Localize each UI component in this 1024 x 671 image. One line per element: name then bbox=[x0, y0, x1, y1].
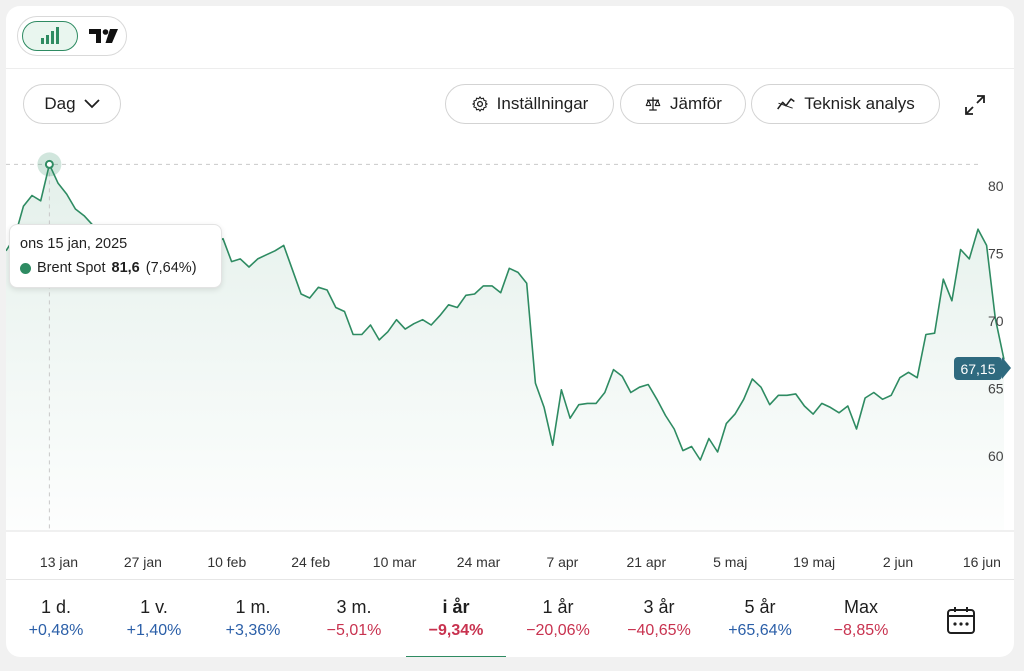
period-1-d-[interactable]: 1 d. +0,48% bbox=[8, 580, 104, 657]
period-label: 1 v. bbox=[140, 597, 168, 617]
interval-label: Dag bbox=[44, 94, 76, 113]
calendar-button[interactable] bbox=[946, 605, 976, 640]
x-tick-label: 24 mar bbox=[457, 554, 501, 570]
period-1-r[interactable]: 1 år −20,06% bbox=[510, 580, 606, 657]
period-label: 1 år bbox=[542, 597, 574, 617]
x-tick-label: 21 apr bbox=[626, 554, 666, 570]
hover-point bbox=[44, 159, 54, 169]
settings-label: Inställningar bbox=[496, 94, 589, 113]
y-tick-label: 80 bbox=[988, 178, 1004, 194]
x-tick-label: 10 feb bbox=[207, 554, 246, 570]
period-label: 5 år bbox=[744, 597, 776, 617]
series-color-dot bbox=[20, 262, 31, 274]
compare-label: Jämför bbox=[670, 94, 722, 113]
period-change: +3,36% bbox=[225, 622, 281, 639]
period-1-m-[interactable]: 1 m. +3,36% bbox=[205, 580, 301, 657]
period-change: −8,85% bbox=[833, 622, 889, 639]
period-change: +0,48% bbox=[28, 622, 84, 639]
chart-card: Dag Inställningar Jämför Teknisk analys bbox=[6, 6, 1014, 657]
x-tick-label: 5 maj bbox=[713, 554, 747, 570]
last-price-badge: 67,15 bbox=[954, 357, 1011, 380]
settings-button[interactable]: Inställningar bbox=[445, 84, 614, 124]
period-change: +65,64% bbox=[728, 622, 792, 639]
period-selector: 1 d. +0,48% 1 v. +1,40% 1 m. +3,36% 3 m. −5,01%… bbox=[6, 579, 1014, 657]
period-change: −20,06% bbox=[526, 622, 590, 639]
period-label: i år bbox=[442, 597, 470, 617]
scale-icon bbox=[645, 97, 661, 111]
x-tick-label: 13 jan bbox=[40, 554, 78, 570]
period-i-r[interactable]: i år −9,34% bbox=[406, 580, 506, 657]
period-label: 1 m. bbox=[235, 597, 271, 617]
chevron-down-icon bbox=[83, 99, 100, 109]
period-change: −5,01% bbox=[326, 622, 382, 639]
interval-dropdown[interactable]: Dag bbox=[23, 84, 121, 124]
price-chart[interactable]: 80 75 70 65 60 13 jan 27 jan 10 feb 24 feb 10 mar… bbox=[6, 6, 1014, 579]
x-tick-label: 10 mar bbox=[373, 554, 417, 570]
y-tick-label: 60 bbox=[988, 448, 1004, 464]
x-tick-label: 24 feb bbox=[291, 554, 330, 570]
y-tick-label: 65 bbox=[988, 381, 1004, 397]
chart-type-switch bbox=[17, 16, 127, 56]
line-chart-toggle[interactable] bbox=[22, 21, 78, 51]
tradingview-icon bbox=[89, 29, 118, 43]
period-label: 3 m. bbox=[336, 597, 372, 617]
y-tick-label: 75 bbox=[988, 246, 1004, 262]
period-1-v-[interactable]: 1 v. +1,40% bbox=[106, 580, 202, 657]
tooltip-series-name: Brent Spot bbox=[37, 260, 106, 276]
price-area bbox=[6, 164, 1004, 531]
hover-tooltip: ons 15 jan, 2025 Brent Spot 81,6 (7,64%) bbox=[9, 224, 222, 288]
x-tick-label: 2 jun bbox=[883, 554, 913, 570]
calendar-icon bbox=[947, 607, 975, 634]
period-change: +1,40% bbox=[126, 622, 182, 639]
tooltip-change: (7,64%) bbox=[145, 260, 197, 276]
active-period-underline bbox=[406, 656, 506, 657]
period-3-m-[interactable]: 3 m. −5,01% bbox=[306, 580, 402, 657]
bar-chart-icon bbox=[41, 27, 59, 44]
period-change: −40,65% bbox=[627, 622, 691, 639]
gear-icon bbox=[471, 96, 488, 112]
expand-icon bbox=[965, 95, 985, 115]
period-label: 3 år bbox=[643, 597, 675, 617]
period-max[interactable]: Max −8,85% bbox=[813, 580, 909, 657]
x-tick-label: 27 jan bbox=[124, 554, 162, 570]
chart-source-bar bbox=[6, 6, 1014, 69]
x-tick-label: 7 apr bbox=[546, 554, 578, 570]
technical-analysis-button[interactable]: Teknisk analys bbox=[751, 84, 940, 124]
compare-button[interactable]: Jämför bbox=[620, 84, 746, 124]
period-label: Max bbox=[843, 597, 878, 617]
x-tick-label: 19 maj bbox=[793, 554, 835, 570]
fullscreen-button[interactable] bbox=[964, 94, 986, 121]
trend-line-icon bbox=[777, 98, 796, 110]
tooltip-series-row: Brent Spot 81,6 (7,64%) bbox=[20, 260, 197, 276]
period-label: 1 d. bbox=[40, 597, 72, 617]
period-5-r[interactable]: 5 år +65,64% bbox=[712, 580, 808, 657]
technical-analysis-label: Teknisk analys bbox=[804, 94, 915, 113]
period-3-r[interactable]: 3 år −40,65% bbox=[611, 580, 707, 657]
tooltip-value: 81,6 bbox=[111, 260, 140, 276]
x-tick-label: 16 jun bbox=[963, 554, 1001, 570]
tradingview-toggle[interactable] bbox=[88, 26, 120, 51]
y-tick-label: 70 bbox=[988, 313, 1004, 329]
period-change: −9,34% bbox=[428, 622, 484, 639]
tooltip-date: ons 15 jan, 2025 bbox=[20, 236, 128, 252]
